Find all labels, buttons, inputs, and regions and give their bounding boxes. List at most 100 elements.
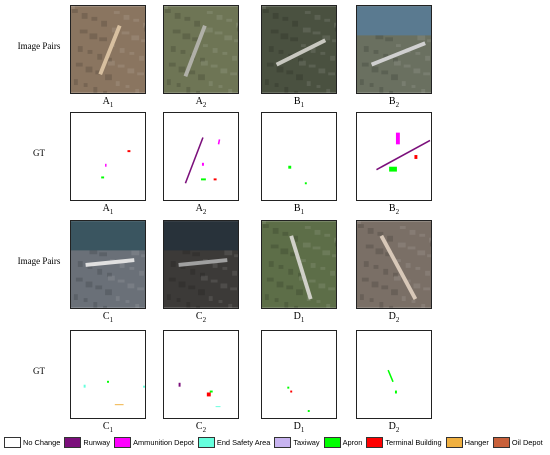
shape bbox=[296, 74, 303, 81]
shape bbox=[87, 49, 93, 54]
panel-graphic bbox=[71, 331, 145, 418]
shape bbox=[117, 279, 125, 283]
shape bbox=[93, 86, 98, 93]
shape bbox=[198, 74, 205, 81]
shape bbox=[385, 37, 394, 42]
shape bbox=[394, 275, 401, 281]
shape bbox=[415, 266, 421, 270]
shape bbox=[417, 35, 426, 41]
shape bbox=[421, 88, 426, 94]
shape bbox=[183, 24, 207, 77]
shape bbox=[234, 39, 242, 43]
shape bbox=[77, 46, 83, 52]
shape bbox=[125, 300, 130, 303]
legend-label: Taxiway bbox=[293, 438, 320, 447]
shape bbox=[326, 303, 331, 309]
shape bbox=[375, 248, 384, 255]
shape bbox=[121, 31, 130, 35]
shape bbox=[330, 55, 336, 61]
shape bbox=[324, 233, 331, 237]
shape bbox=[292, 235, 299, 242]
legend-item: End Safety Area bbox=[197, 437, 270, 448]
shape bbox=[381, 70, 389, 75]
shape bbox=[369, 83, 374, 87]
caption: B2 bbox=[356, 96, 432, 109]
shape bbox=[304, 11, 311, 14]
shape bbox=[419, 233, 426, 237]
shape bbox=[393, 272, 398, 277]
shape bbox=[370, 41, 426, 67]
shape bbox=[123, 14, 130, 20]
panel-graphic bbox=[262, 113, 336, 200]
panel-graphic bbox=[357, 331, 431, 418]
shape bbox=[137, 287, 145, 291]
shape bbox=[387, 235, 394, 242]
caption: A2 bbox=[163, 96, 239, 109]
shape bbox=[114, 404, 124, 406]
shape bbox=[71, 331, 145, 418]
shape bbox=[425, 55, 431, 61]
shape bbox=[407, 246, 416, 250]
shape bbox=[290, 252, 299, 257]
shape bbox=[373, 264, 379, 269]
shape bbox=[208, 296, 213, 302]
gt-panel bbox=[356, 112, 432, 201]
shape bbox=[105, 74, 112, 81]
shape bbox=[357, 6, 431, 36]
shape bbox=[170, 261, 176, 267]
shape bbox=[87, 264, 93, 269]
gt-panel bbox=[70, 330, 146, 419]
shape bbox=[294, 90, 299, 95]
shape bbox=[270, 29, 279, 34]
shape bbox=[228, 303, 233, 309]
shape bbox=[417, 250, 426, 256]
shape bbox=[143, 385, 145, 388]
shape bbox=[230, 72, 238, 76]
shape bbox=[320, 266, 326, 270]
legend-item: Terminal Building bbox=[366, 437, 442, 448]
legend-swatch bbox=[114, 437, 132, 448]
legend-label: Runway bbox=[83, 438, 111, 447]
caption-letter: A bbox=[102, 96, 110, 107]
shape bbox=[276, 281, 284, 288]
shape bbox=[401, 296, 406, 302]
shape bbox=[425, 270, 431, 276]
shape bbox=[125, 85, 130, 88]
shape bbox=[127, 68, 135, 74]
caption-sub: 2 bbox=[202, 316, 207, 324]
shape bbox=[101, 20, 108, 27]
shape bbox=[75, 277, 83, 282]
shape bbox=[201, 178, 206, 181]
shape bbox=[190, 268, 196, 275]
shape bbox=[202, 44, 208, 48]
caption: B1 bbox=[261, 96, 337, 109]
shape bbox=[296, 289, 303, 296]
shape bbox=[103, 90, 108, 95]
shape bbox=[262, 9, 269, 13]
shape bbox=[107, 380, 109, 383]
caption-letter: A bbox=[195, 96, 203, 107]
legend-swatch bbox=[197, 437, 215, 448]
shape bbox=[284, 86, 289, 93]
caption: D2 bbox=[356, 421, 432, 434]
shape bbox=[71, 6, 145, 93]
shape bbox=[206, 392, 211, 397]
shape bbox=[164, 221, 238, 251]
shape bbox=[178, 281, 186, 288]
shape bbox=[302, 242, 311, 248]
shape bbox=[274, 83, 279, 87]
caption-letter: D bbox=[293, 421, 301, 432]
legend: No Change Runway Ammunition Depot End Safet… bbox=[4, 437, 543, 448]
shape bbox=[262, 221, 266, 225]
shape bbox=[115, 296, 120, 302]
shape bbox=[208, 81, 213, 87]
caption-sub: 1 bbox=[109, 101, 114, 109]
shape bbox=[393, 57, 398, 62]
shape bbox=[107, 272, 112, 277]
shape bbox=[332, 254, 340, 258]
caption-letter: B bbox=[388, 96, 396, 107]
panel-graphic bbox=[164, 6, 245, 95]
shape bbox=[220, 68, 228, 74]
shape bbox=[371, 281, 379, 288]
shape bbox=[237, 25, 245, 32]
